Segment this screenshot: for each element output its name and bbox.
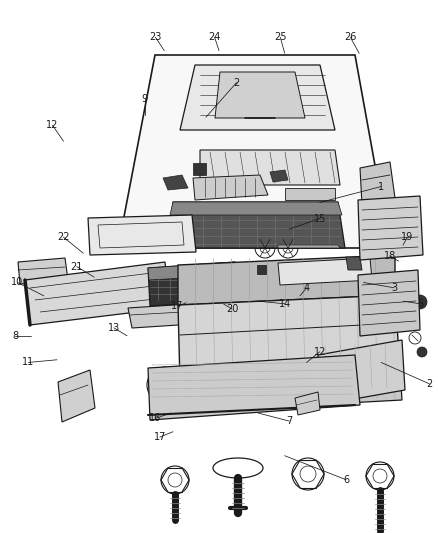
Polygon shape xyxy=(180,65,335,130)
Polygon shape xyxy=(178,295,400,382)
Polygon shape xyxy=(18,258,68,284)
Text: 16: 16 xyxy=(149,414,162,423)
Text: 17: 17 xyxy=(154,432,166,442)
Polygon shape xyxy=(168,202,345,248)
Polygon shape xyxy=(128,302,225,328)
Text: 11: 11 xyxy=(22,358,35,367)
Text: 8: 8 xyxy=(12,331,18,341)
Circle shape xyxy=(402,244,410,252)
Polygon shape xyxy=(318,340,405,405)
Text: 4: 4 xyxy=(304,283,310,293)
Text: 9: 9 xyxy=(141,94,148,103)
Polygon shape xyxy=(360,162,395,205)
Polygon shape xyxy=(58,370,95,422)
Polygon shape xyxy=(148,355,360,420)
Text: 14: 14 xyxy=(279,299,291,309)
Polygon shape xyxy=(193,163,206,175)
Polygon shape xyxy=(358,196,423,260)
Text: 6: 6 xyxy=(343,475,349,484)
Polygon shape xyxy=(278,258,372,285)
Text: 12: 12 xyxy=(46,120,59,130)
Circle shape xyxy=(413,295,427,309)
Polygon shape xyxy=(285,188,335,200)
Text: 10: 10 xyxy=(11,278,24,287)
Polygon shape xyxy=(170,202,342,215)
Polygon shape xyxy=(278,245,340,248)
Text: 7: 7 xyxy=(286,416,292,426)
Text: 23: 23 xyxy=(149,33,162,42)
Polygon shape xyxy=(178,255,395,305)
Text: 25: 25 xyxy=(274,33,286,42)
Ellipse shape xyxy=(156,371,174,399)
Polygon shape xyxy=(215,72,305,118)
Text: 3: 3 xyxy=(391,283,397,293)
Polygon shape xyxy=(358,270,420,336)
Polygon shape xyxy=(88,215,196,255)
Text: 12: 12 xyxy=(314,347,326,357)
Polygon shape xyxy=(25,262,170,325)
Polygon shape xyxy=(178,370,402,412)
Text: 2: 2 xyxy=(426,379,432,389)
Polygon shape xyxy=(118,55,390,248)
Text: 22: 22 xyxy=(57,232,70,242)
Text: 24: 24 xyxy=(208,33,221,42)
Polygon shape xyxy=(193,175,268,200)
Text: 5: 5 xyxy=(417,299,424,309)
Text: 15: 15 xyxy=(314,214,326,223)
Text: 26: 26 xyxy=(344,33,357,42)
Text: 21: 21 xyxy=(71,262,83,271)
Polygon shape xyxy=(295,392,320,415)
Text: 18: 18 xyxy=(384,251,396,261)
Polygon shape xyxy=(270,170,288,182)
Polygon shape xyxy=(163,175,188,190)
Text: 19: 19 xyxy=(401,232,413,242)
Polygon shape xyxy=(200,150,340,185)
Polygon shape xyxy=(257,265,266,274)
Text: 1: 1 xyxy=(378,182,384,191)
Text: 2: 2 xyxy=(233,78,240,87)
Text: 13: 13 xyxy=(108,323,120,333)
Polygon shape xyxy=(148,262,238,306)
Circle shape xyxy=(417,347,427,357)
Polygon shape xyxy=(346,257,362,270)
Text: 17: 17 xyxy=(171,302,184,311)
Polygon shape xyxy=(148,262,237,280)
Text: 20: 20 xyxy=(226,304,238,314)
